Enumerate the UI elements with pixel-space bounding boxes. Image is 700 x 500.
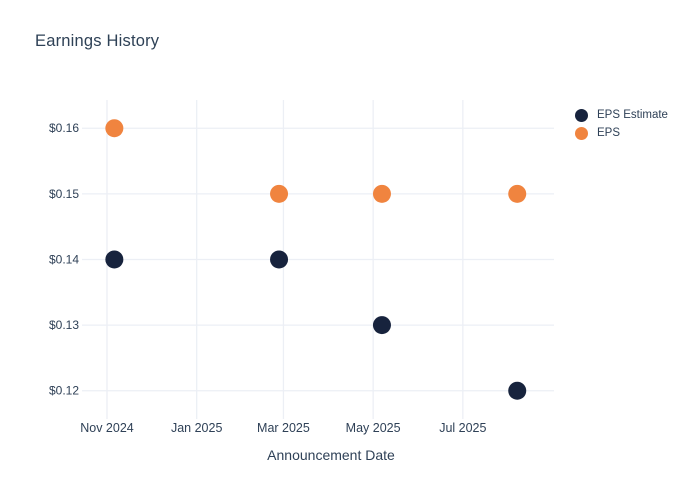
x-tick-label: Nov 2024 (80, 421, 134, 435)
legend-label-eps-estimate: EPS Estimate (597, 109, 668, 121)
y-tick-label: $0.16 (49, 121, 79, 135)
legend-item-eps-estimate[interactable]: EPS Estimate (575, 106, 668, 124)
eps-estimate-point[interactable] (270, 250, 289, 269)
x-axis-title: Announcement Date (267, 447, 395, 463)
y-tick-label: $0.15 (49, 187, 79, 201)
legend-item-eps[interactable]: EPS (575, 124, 668, 142)
x-tick-label: Mar 2025 (257, 421, 310, 435)
y-tick-label: $0.12 (49, 384, 79, 398)
eps-estimate-legend-marker-icon (575, 108, 588, 122)
eps-point[interactable] (508, 184, 527, 203)
y-tick-label: $0.13 (49, 318, 79, 332)
legend: EPS Estimate EPS (575, 106, 668, 142)
x-tick-label: May 2025 (346, 421, 401, 435)
x-tick-label: Jul 2025 (439, 421, 486, 435)
eps-point[interactable] (372, 184, 391, 203)
chart-title: Earnings History (35, 32, 160, 50)
eps-point[interactable] (105, 119, 124, 138)
legend-label-eps: EPS (597, 127, 621, 139)
y-tick-label: $0.14 (49, 252, 79, 266)
eps-point[interactable] (270, 184, 289, 203)
eps-estimate-point[interactable] (372, 316, 391, 335)
eps-legend-marker-icon (575, 126, 588, 140)
eps-estimate-point[interactable] (508, 381, 527, 400)
x-tick-label: Jan 2025 (171, 421, 222, 435)
eps-estimate-point[interactable] (105, 250, 124, 269)
